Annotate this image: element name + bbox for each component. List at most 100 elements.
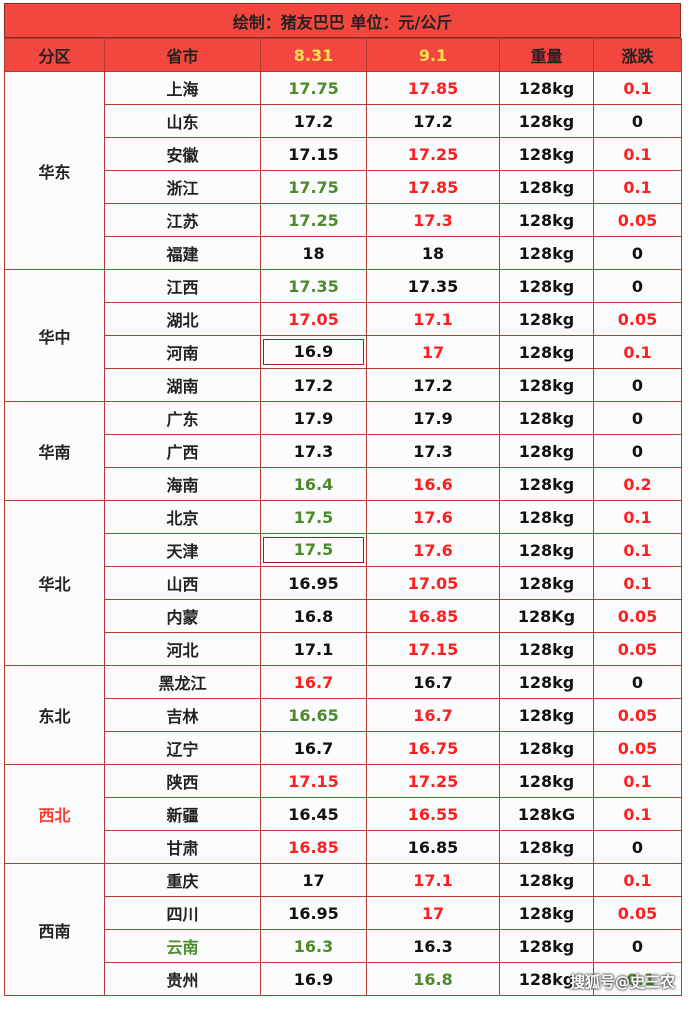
price-91-cell: 17.3 [366, 203, 500, 237]
table-row: 四川 16.95 17 128kg 0.05 [5, 896, 682, 930]
table-row: 甘肃 16.85 16.85 128kg 0 [5, 830, 682, 864]
province-cell: 江苏 [104, 203, 261, 237]
weight-cell: 128kg [499, 500, 594, 534]
price-831-cell: 17 [260, 863, 367, 897]
price-831-cell: 17.05 [260, 302, 367, 336]
price-table-sheet: 绘制：猪友巴巴 单位：元/公斤 分区 省市 8.31 9.1 重量 涨跌 华东上… [4, 3, 682, 996]
province-cell: 广东 [104, 401, 261, 435]
change-cell: 0 [593, 434, 682, 468]
weight-cell: 128kg [499, 335, 594, 369]
price-91-cell: 17.2 [366, 104, 500, 138]
price-831-cell: 16.95 [260, 896, 367, 930]
price-91-cell: 16.85 [366, 830, 500, 864]
header-date-2: 9.1 [366, 38, 500, 72]
price-91-cell: 16.8 [366, 962, 500, 996]
region-cell: 华东 [4, 71, 105, 270]
table-row: 广西 17.3 17.3 128kg 0 [5, 434, 682, 468]
table-row: 湖北 17.05 17.1 128kg 0.05 [5, 302, 682, 336]
table-row: 山东 17.2 17.2 128kg 0 [5, 104, 682, 138]
table-row: 内蒙 16.8 16.85 128Kg 0.05 [5, 599, 682, 633]
price-831-cell: 17.1 [260, 632, 367, 666]
table-row: 江苏 17.25 17.3 128kg 0.05 [5, 203, 682, 237]
table-row: 山西 16.95 17.05 128kg 0.1 [5, 566, 682, 600]
table-row: 云南 16.3 16.3 128kg 0 [5, 929, 682, 963]
change-cell: 0.05 [593, 302, 682, 336]
price-91-cell: 16.3 [366, 929, 500, 963]
price-91-cell: 17.85 [366, 71, 500, 105]
weight-cell: 128kg [499, 896, 594, 930]
weight-cell: 128kg [499, 137, 594, 171]
change-cell: 0.1 [593, 533, 682, 567]
weight-cell: 128kg [499, 929, 594, 963]
price-831-cell: 17.15 [260, 137, 367, 171]
table-row: 华中 江西 17.35 17.35 128kg 0 [4, 269, 682, 402]
province-cell: 湖北 [104, 302, 261, 336]
header-row: 分区 省市 8.31 9.1 重量 涨跌 [4, 38, 682, 72]
province-cell: 海南 [104, 467, 261, 501]
province-cell: 甘肃 [104, 830, 261, 864]
table-title: 绘制：猪友巴巴 单位：元/公斤 [4, 3, 681, 38]
weight-cell: 128kg [499, 170, 594, 204]
price-831-cell: 16.7 [260, 731, 367, 765]
price-91-cell: 16.75 [366, 731, 500, 765]
price-91-cell: 17.25 [366, 764, 500, 798]
change-cell: 0 [593, 401, 682, 435]
province-cell: 内蒙 [104, 599, 261, 633]
price-831-cell: 17.25 [260, 203, 367, 237]
change-cell: 0.05 [593, 599, 682, 633]
header-weight: 重量 [499, 38, 594, 72]
table-row: 湖南 17.2 17.2 128kg 0 [5, 368, 682, 402]
price-831-cell: 17.9 [260, 401, 367, 435]
change-cell: 0 [593, 665, 682, 699]
price-831-cell: 17.5 [260, 533, 367, 567]
change-cell: 0.05 [593, 896, 682, 930]
price-831-cell: 17.3 [260, 434, 367, 468]
table-row: 西南 重庆 17 17.1 128kg 0.1 [4, 863, 682, 996]
change-cell: 0.1 [593, 500, 682, 534]
price-831-cell: 16.7 [260, 665, 367, 699]
price-91-cell: 17.05 [366, 566, 500, 600]
province-cell: 天津 [104, 533, 261, 567]
price-831-cell: 17.15 [260, 764, 367, 798]
province-cell: 河北 [104, 632, 261, 666]
province-cell: 黑龙江 [104, 665, 261, 699]
price-91-cell: 16.7 [366, 665, 500, 699]
price-91-cell: 16.7 [366, 698, 500, 732]
province-cell: 吉林 [104, 698, 261, 732]
province-cell: 贵州 [104, 962, 261, 996]
price-91-cell: 16.6 [366, 467, 500, 501]
weight-cell: 128kg [499, 302, 594, 336]
change-cell: 0.1 [593, 863, 682, 897]
price-91-cell: 17.6 [366, 533, 500, 567]
province-cell: 安徽 [104, 137, 261, 171]
change-cell: 0.2 [593, 467, 682, 501]
change-cell: 0 [593, 104, 682, 138]
province-cell: 山东 [104, 104, 261, 138]
weight-cell: 128kg [499, 401, 594, 435]
table-row: 河北 17.1 17.15 128kg 0.05 [5, 632, 682, 666]
price-831-cell: 16.45 [260, 797, 367, 831]
change-cell: 0.05 [593, 731, 682, 765]
change-cell: 0 [593, 830, 682, 864]
province-cell: 河南 [104, 335, 261, 369]
price-91-cell: 17 [366, 896, 500, 930]
price-831-cell: 16.9 [260, 962, 367, 996]
change-cell: 0.1 [593, 170, 682, 204]
table-body: 华东 上海 17.75 17.85 128kg 0.1 山东 17.2 17.2 128kg 0 安徽… [4, 71, 682, 996]
table-row: 贵州 16.9 16.8 128kg -0.1 [5, 962, 682, 996]
change-cell: 0.1 [593, 797, 682, 831]
change-cell: 0 [593, 368, 682, 402]
province-cell: 北京 [104, 500, 261, 534]
price-91-cell: 18 [366, 236, 500, 270]
table-row: 浙江 17.75 17.85 128kg 0.1 [5, 170, 682, 204]
change-cell: 0.05 [593, 698, 682, 732]
header-change: 涨跌 [593, 38, 682, 72]
table-row: 海南 16.4 16.6 128kg 0.2 [5, 467, 682, 501]
table-row: 新疆 16.45 16.55 128kG 0.1 [5, 797, 682, 831]
price-831-cell: 16.3 [260, 929, 367, 963]
weight-cell: 128kg [499, 203, 594, 237]
weight-cell: 128Kg [499, 599, 594, 633]
watermark: 搜狐号@史三农 [569, 973, 675, 991]
change-cell: -0.1 [593, 962, 682, 996]
table-row: 河南 16.9 17 128kg 0.1 [5, 335, 682, 369]
